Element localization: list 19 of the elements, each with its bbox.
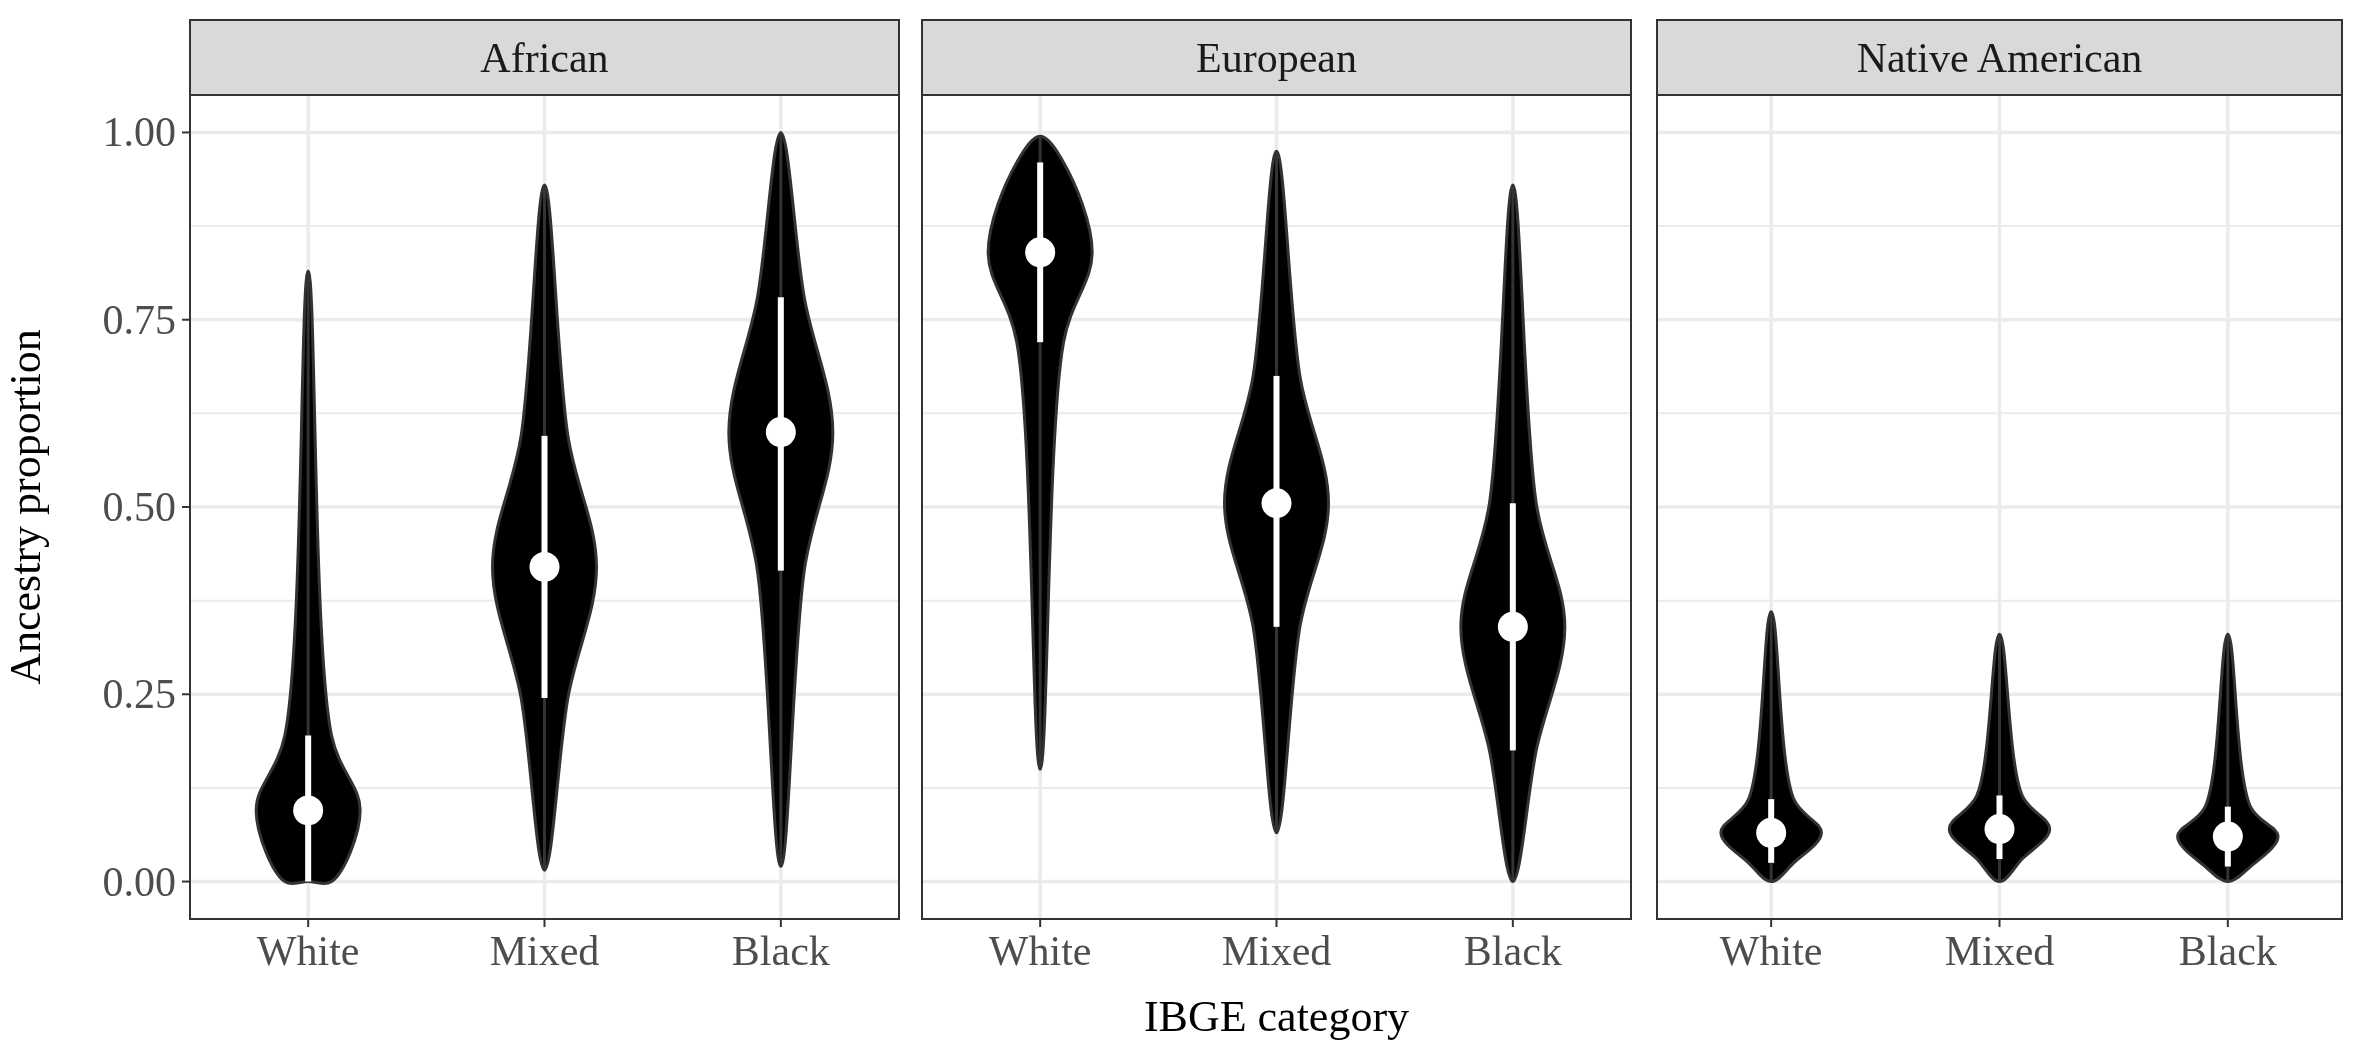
y-tick-label: 0.25	[102, 671, 176, 718]
y-tick-label: 0.75	[102, 296, 176, 343]
y-axis-title: Ancestry proportion	[1, 329, 50, 685]
y-tick-label: 0.00	[102, 858, 176, 905]
chart-title: European	[1196, 34, 1357, 81]
chart-title: African	[480, 34, 609, 81]
y-tick-label: 1.00	[102, 109, 176, 156]
x-tick-label: White	[256, 928, 360, 974]
x-axis-title: IBGE category	[1143, 992, 1410, 1041]
x-tick-label: White	[1719, 928, 1823, 974]
x-tick-label: Mixed	[1944, 928, 2055, 974]
x-tick-label: Mixed	[489, 928, 600, 974]
x-tick-label: White	[988, 928, 1092, 974]
x-tick-label: Black	[731, 928, 830, 974]
x-tick-label: Black	[2178, 928, 2277, 974]
chart-title: Native American	[1856, 34, 2143, 81]
x-tick-label: Mixed	[1221, 928, 1332, 974]
y-tick-label: 0.50	[102, 484, 176, 530]
x-tick-label: Black	[1463, 928, 1562, 974]
